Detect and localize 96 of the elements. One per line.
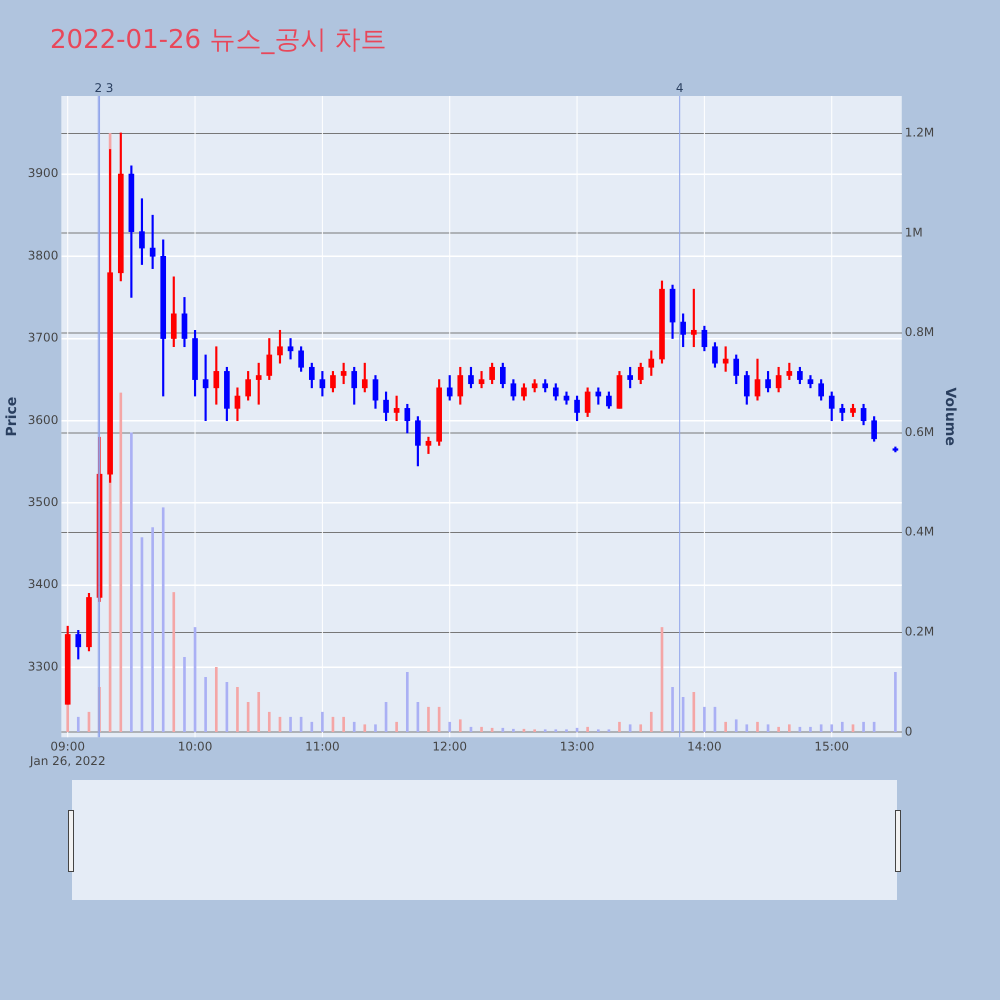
bar xyxy=(490,728,494,732)
bar xyxy=(374,724,377,732)
bar xyxy=(734,719,738,732)
bar xyxy=(204,676,207,732)
y2-tick-label: 0.4M xyxy=(904,524,934,539)
bar xyxy=(226,682,228,732)
bar xyxy=(809,726,812,732)
bar xyxy=(438,706,440,732)
bar xyxy=(427,706,430,732)
bar xyxy=(342,716,345,732)
y2-tick-label: 0.6M xyxy=(904,424,934,439)
text: 2 xyxy=(94,81,102,96)
bar xyxy=(130,432,133,732)
bar xyxy=(88,712,90,732)
bar xyxy=(300,716,302,732)
x-tick-label: 15:00 xyxy=(814,740,850,754)
bar xyxy=(766,724,770,732)
bar xyxy=(172,592,176,732)
y-tick-label: 3400 xyxy=(28,577,58,592)
bar xyxy=(214,667,218,732)
bar xyxy=(321,712,324,732)
y-axis-title: Price xyxy=(4,396,20,436)
bar xyxy=(650,712,653,732)
text: 3 xyxy=(106,81,114,96)
y-tick-label: 3800 xyxy=(28,248,58,262)
bar xyxy=(703,706,706,732)
x-tick-label: 14:00 xyxy=(687,740,722,754)
bar xyxy=(236,686,239,732)
bar xyxy=(501,728,504,732)
bar xyxy=(756,722,759,732)
y-tick-label: 3300 xyxy=(28,659,58,674)
bar xyxy=(278,716,282,732)
bar xyxy=(384,702,388,732)
bar xyxy=(798,726,802,732)
bar xyxy=(406,672,409,732)
bar xyxy=(119,392,122,732)
bar xyxy=(183,657,186,732)
chart-title: 2022-01-26 뉴스_공시 차트 xyxy=(50,24,387,57)
y2-tick-label: 1M xyxy=(904,225,923,240)
y2-tick-label: 0.2M xyxy=(904,624,934,639)
bar xyxy=(395,722,398,732)
x-tick-label: 09:00 Jan 26, 2022 xyxy=(28,740,106,768)
bar xyxy=(448,722,452,732)
bar xyxy=(268,712,271,732)
bar xyxy=(246,702,250,732)
y-tick-label: 3700 xyxy=(28,330,58,345)
bar xyxy=(522,728,526,732)
bar xyxy=(76,716,80,732)
y-tick-label: 3900 xyxy=(28,166,58,180)
bar xyxy=(194,627,196,732)
bar xyxy=(692,692,696,732)
bar xyxy=(576,728,578,732)
y-tick-label: 3500 xyxy=(28,495,58,510)
x-tick-label: 13:00 xyxy=(560,740,594,754)
y2-tick-label: 0 xyxy=(904,724,912,738)
bar xyxy=(724,722,727,732)
bar xyxy=(894,672,897,732)
bar xyxy=(332,716,334,732)
x-tick-label: 12:00 xyxy=(432,740,468,754)
bar xyxy=(840,722,844,732)
bar xyxy=(480,726,483,732)
y2-tick-label: 1.2M xyxy=(904,126,934,140)
bar xyxy=(777,726,780,732)
bar xyxy=(830,724,834,732)
bar xyxy=(682,696,684,732)
y2-axis-title: Volume xyxy=(942,387,958,446)
bar xyxy=(257,692,260,732)
bar xyxy=(151,527,154,732)
text: 4 xyxy=(676,81,684,96)
bar xyxy=(872,722,876,732)
bar xyxy=(628,724,632,732)
bar xyxy=(586,726,589,732)
bar xyxy=(310,722,314,732)
bar xyxy=(671,686,674,732)
bar xyxy=(470,726,472,732)
bar xyxy=(639,724,642,732)
bar xyxy=(352,722,356,732)
bar xyxy=(862,722,865,732)
bar xyxy=(565,729,568,732)
x-tick-label: 10:00 xyxy=(178,740,212,754)
bar xyxy=(140,537,144,732)
bar xyxy=(788,724,791,732)
bar xyxy=(820,724,822,732)
x-tick-label: 11:00 xyxy=(305,740,340,754)
bar xyxy=(745,724,748,732)
bar xyxy=(416,702,420,732)
bar xyxy=(458,719,462,732)
y-tick-label: 3600 xyxy=(28,412,58,427)
bar xyxy=(363,724,366,732)
bar xyxy=(660,627,664,732)
bar xyxy=(618,722,621,732)
bar xyxy=(289,716,292,732)
bar xyxy=(714,706,716,732)
y2-tick-label: 0.8M xyxy=(904,325,934,340)
bar xyxy=(162,507,165,732)
bar xyxy=(852,724,854,732)
